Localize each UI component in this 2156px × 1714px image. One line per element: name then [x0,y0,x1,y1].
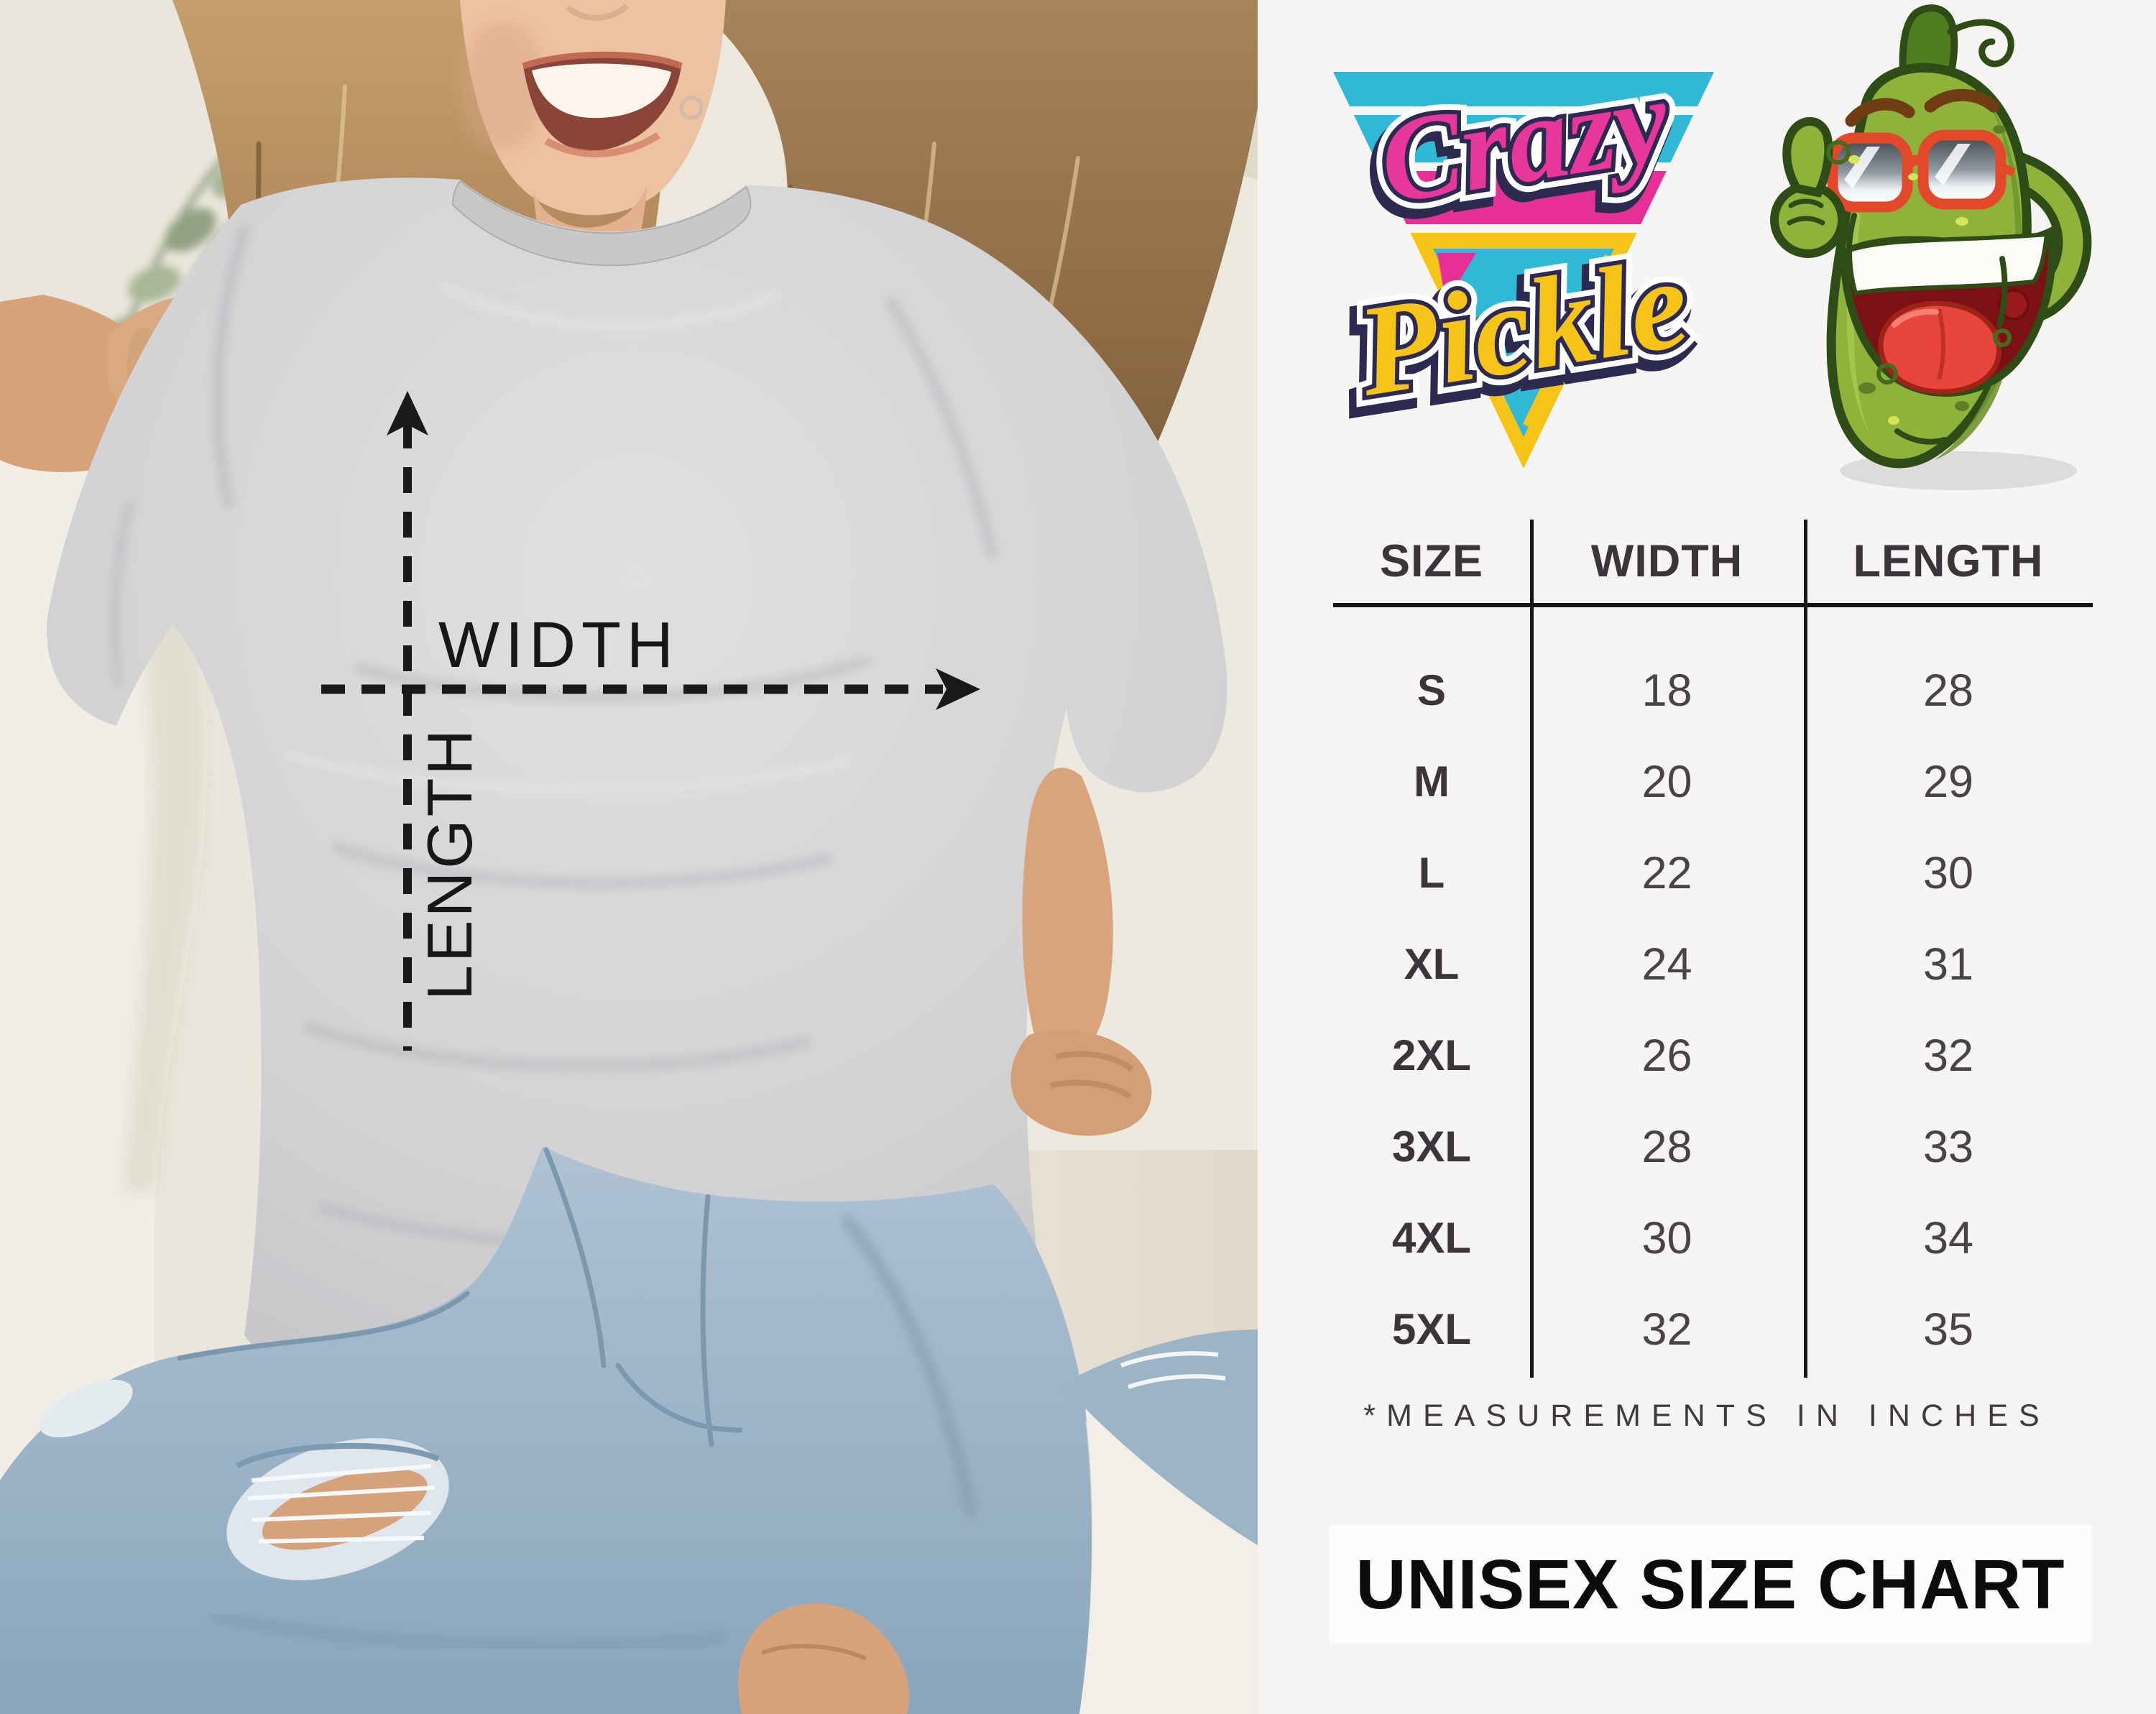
column-header-width: WIDTH [1590,536,1743,586]
width-arrow [321,668,980,710]
header-rule [1333,603,2093,607]
table-body: S 18 28 M 20 29 L 22 30 XL 24 31 [1333,607,2093,1375]
eyebrow-right [1924,88,2000,113]
size-table: SIZE WIDTH LENGTH S 18 28 M 20 29 L 22 [1333,520,2093,1378]
couch-cushion [1079,1409,1258,1714]
length-cell: 31 [1922,939,1974,990]
pickle-mascot-icon [1770,4,2092,490]
pickle-spots [1848,155,1968,425]
model-photo: WIDTH LENGTH [0,0,1258,1714]
column-header-size: SIZE [1379,536,1484,586]
width-cell: 32 [1641,1304,1692,1355]
right-arrowhead-icon [936,668,980,710]
length-cell: 33 [1922,1121,1974,1172]
size-cell: 5XL [1391,1305,1472,1353]
thumbs-up-icon [1770,117,1846,258]
length-label: LENGTH [414,727,485,1000]
width-cell: 20 [1641,756,1692,807]
table-row: L 22 30 [1333,827,2093,918]
chart-title-box: UNISEX SIZE CHART [1330,1525,2091,1644]
table-row: 3XL 28 33 [1333,1101,2093,1192]
retro-triangle-icon [1333,72,1714,469]
jeans [0,1146,1258,1714]
length-cell: 34 [1922,1212,1974,1263]
size-cell: S [1416,666,1447,714]
table-header-row: SIZE WIDTH LENGTH [1333,520,2093,603]
measurements-footnote: *MEASUREMENTS IN INCHES [1363,1399,2050,1433]
size-cell: XL [1404,940,1460,988]
length-cell: 32 [1922,1030,1974,1081]
table-row: 4XL 30 34 [1333,1192,2093,1284]
svg-text:Pickle: Pickle [1348,230,1697,423]
stem [1899,4,1958,79]
svg-text:Crazy: Crazy [1371,52,1678,229]
couch-armrest [0,434,208,1714]
earring [679,96,704,120]
length-cell: 30 [1922,847,1974,898]
sunglasses-icon [1820,129,2016,213]
ankle [738,1603,910,1714]
table-row: S 18 28 [1333,645,2093,736]
width-cell: 24 [1641,939,1692,990]
size-cell: L [1418,849,1445,897]
column-divider [1804,520,1807,1378]
length-arrow [387,391,428,1051]
size-cell: 3XL [1391,1123,1472,1171]
size-cell: 4XL [1391,1214,1472,1262]
size-chart-panel: Crazy Crazy Crazy Pickle Pickle Pickle [1258,0,2156,1714]
left-forearm [1010,768,1152,1136]
tongue [1878,300,2001,395]
column-header-length: LENGTH [1853,536,2044,586]
length-cell: 28 [1922,665,1974,716]
length-cell: 29 [1922,756,1974,807]
table-row: 2XL 26 32 [1333,1010,2093,1101]
mouth [1840,225,2056,397]
logo-word-pickle: Pickle Pickle Pickle [1330,220,1708,444]
width-label: WIDTH [438,609,679,681]
up-arrowhead-icon [387,391,428,436]
table-row: 5XL 32 35 [1333,1284,2093,1375]
width-cell: 30 [1641,1212,1692,1263]
length-cell: 35 [1922,1304,1974,1355]
table-row: M 20 29 [1333,736,2093,827]
width-cell: 26 [1641,1030,1692,1081]
size-cell: M [1414,757,1450,806]
eyebrow-left [1845,98,1915,127]
width-cell: 28 [1641,1121,1692,1172]
width-cell: 18 [1641,665,1692,716]
brand-logo: Crazy Crazy Crazy Pickle Pickle Pickle [1330,42,1714,469]
table-row: XL 24 31 [1333,918,2093,1010]
knee-rip [226,1438,449,1580]
logo-word-crazy: Crazy Crazy Crazy [1355,42,1688,249]
page-title: UNISEX SIZE CHART [1355,1544,2065,1623]
width-cell: 22 [1641,847,1692,898]
size-cell: 2XL [1391,1031,1472,1079]
stem-tendril [1947,19,2014,68]
column-divider [1530,520,1534,1378]
